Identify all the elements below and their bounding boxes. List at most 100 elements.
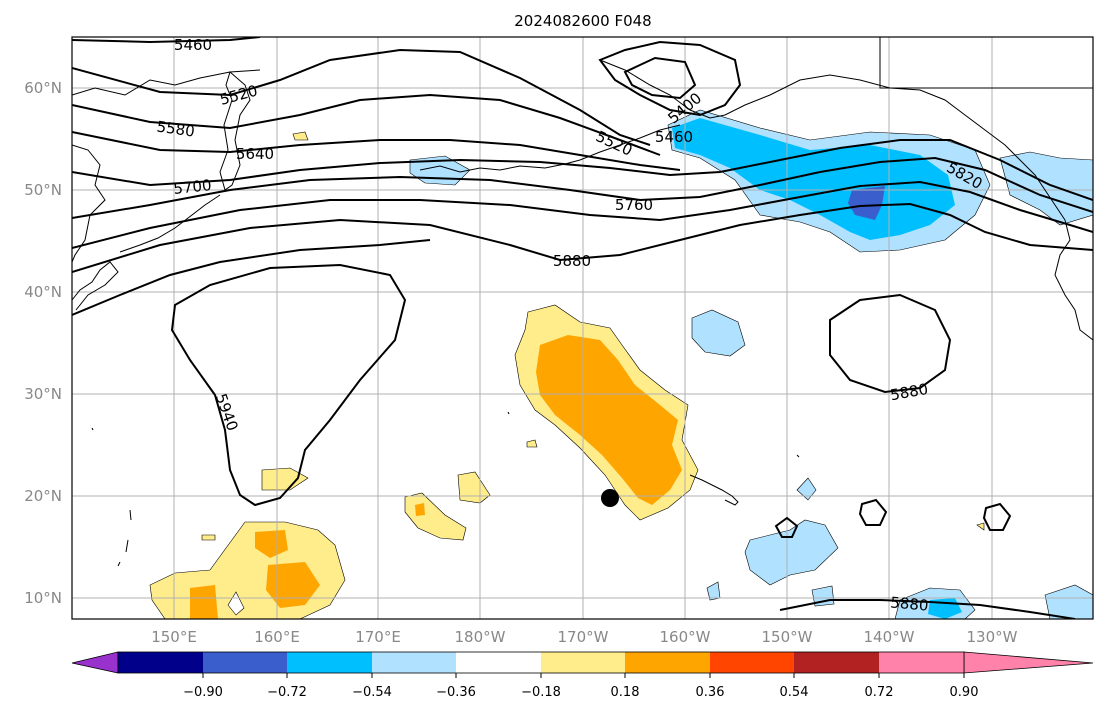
colorbar-label: 0.90 [950,685,979,700]
contour-label: 5760 [615,196,653,214]
contour-5640 [72,131,681,171]
contour-label: 5460 [655,128,693,146]
contour-hexagon [982,502,1012,531]
negative-blob [706,581,721,601]
contour-label: 5880 [889,380,930,404]
positive-region-mid [536,335,682,505]
contour-5880 [72,202,1093,273]
lat-tick: 50°N [24,181,62,199]
lon-tick: 140°W [864,628,915,646]
lat-tick: 30°N [24,385,62,403]
kamchatka-coast [72,69,261,96]
colorbar-extend-max [963,651,1094,674]
height-contours [72,37,1093,619]
contour-hexagon [774,516,799,538]
lon-tick: 150°W [762,628,813,646]
canada-coast [1054,219,1093,341]
colorbar-label: −0.36 [436,685,476,700]
lon-tick: 130°W [967,628,1018,646]
contour-hexagon [858,498,888,526]
colorbar-swatch [203,652,287,673]
contour-5820 [72,180,1093,249]
lon-tick: 160°E [254,628,300,646]
colorbar-label: −0.18 [521,685,561,700]
colorbar-swatch [372,652,456,673]
lon-tick: 180°W [455,628,506,646]
contour-label: 5880 [890,593,930,614]
colorbar-label: 0.36 [696,685,725,700]
coastlines [72,37,1093,567]
contour-5460 [72,37,261,44]
lat-tick: 10°N [24,589,62,607]
positive-region-mid [255,530,288,558]
aleutian-islands [419,124,681,173]
contour-label: 5640 [236,145,274,163]
positive-region-mid [266,562,320,608]
lon-tick: 150°E [151,628,197,646]
colorbar-label: −0.72 [267,685,307,700]
plot-frame [71,36,1094,620]
kamchatka-peninsula [219,71,251,191]
contour-5880-west [72,239,431,316]
colorbar-swatch [541,652,625,673]
colorbar-label: 0.54 [780,685,809,700]
plot-area: 5460 5520 5580 5640 5700 5520 5400 5460 … [72,36,1093,619]
positive-region-mid [415,503,425,516]
contour-5760 [72,156,1093,219]
contour-5580 [72,93,661,156]
lon-tick-labels: 150°E 160°E 170°E 180°W 170°W 160°W 150°… [151,628,1017,646]
lat-tick: 60°N [24,79,62,97]
contour-closed-low-inner [623,56,697,100]
contour-5940 [170,263,407,507]
positive-region-light [526,439,538,448]
positive-region-light [201,534,216,541]
alaska-coast [599,59,1066,221]
colorbar-swatch [710,652,794,673]
shading-layer [149,109,1093,619]
white-hole [227,591,245,616]
positive-region-light [149,521,346,619]
positive-region-mid [190,585,218,619]
colorbar-swatch [794,652,879,673]
contour-label: 5880 [553,252,591,270]
positive-region-light [261,467,309,491]
positive-region-light [976,522,985,531]
contour-label: 5700 [173,176,213,198]
colorbar-swatch [625,652,710,673]
colorbar-label: −0.90 [183,685,223,700]
negative-blob [796,477,817,501]
contour-5880-south [779,599,1076,619]
colorbar-swatch [456,652,541,673]
contour-labels: 5460 5520 5580 5640 5700 5520 5400 5460 … [156,36,986,615]
hawaiian-islands [689,474,739,506]
lat-tick: 20°N [24,487,62,505]
colorbar: −0.90 −0.72 −0.54 −0.36 −0.18 0.18 0.36 … [71,651,1094,700]
gridlines [72,37,1093,619]
lon-tick: 170°W [558,628,609,646]
lon-tick: 160°W [660,628,711,646]
negative-blob [691,309,746,357]
lat-tick: 40°N [24,283,62,301]
contour-5700 [72,139,1093,201]
colorbar-swatch [287,652,372,673]
map-title: 2024082600 F048 [514,12,651,30]
negative-blob [999,151,1093,226]
japan-coast [72,261,119,311]
colorbar-label: 0.72 [865,685,894,700]
negative-region-dark [848,186,885,220]
negative-blob [1044,584,1093,619]
contour-label: 5460 [174,36,212,54]
positive-region-light [457,471,491,504]
positive-region-light [292,131,309,141]
colorbar-label: 0.18 [611,685,640,700]
contour-5880-closed [829,293,952,394]
colorbar-swatch [879,652,964,673]
positive-region-light [404,492,467,541]
colorbar-swatch [118,652,203,673]
storm-marker [601,489,619,507]
asia-coast [72,144,106,263]
canada-border [879,37,1093,89]
lat-tick-labels: 60°N 50°N 40°N 30°N 20°N 10°N [24,79,62,607]
lon-tick: 170°E [355,628,401,646]
